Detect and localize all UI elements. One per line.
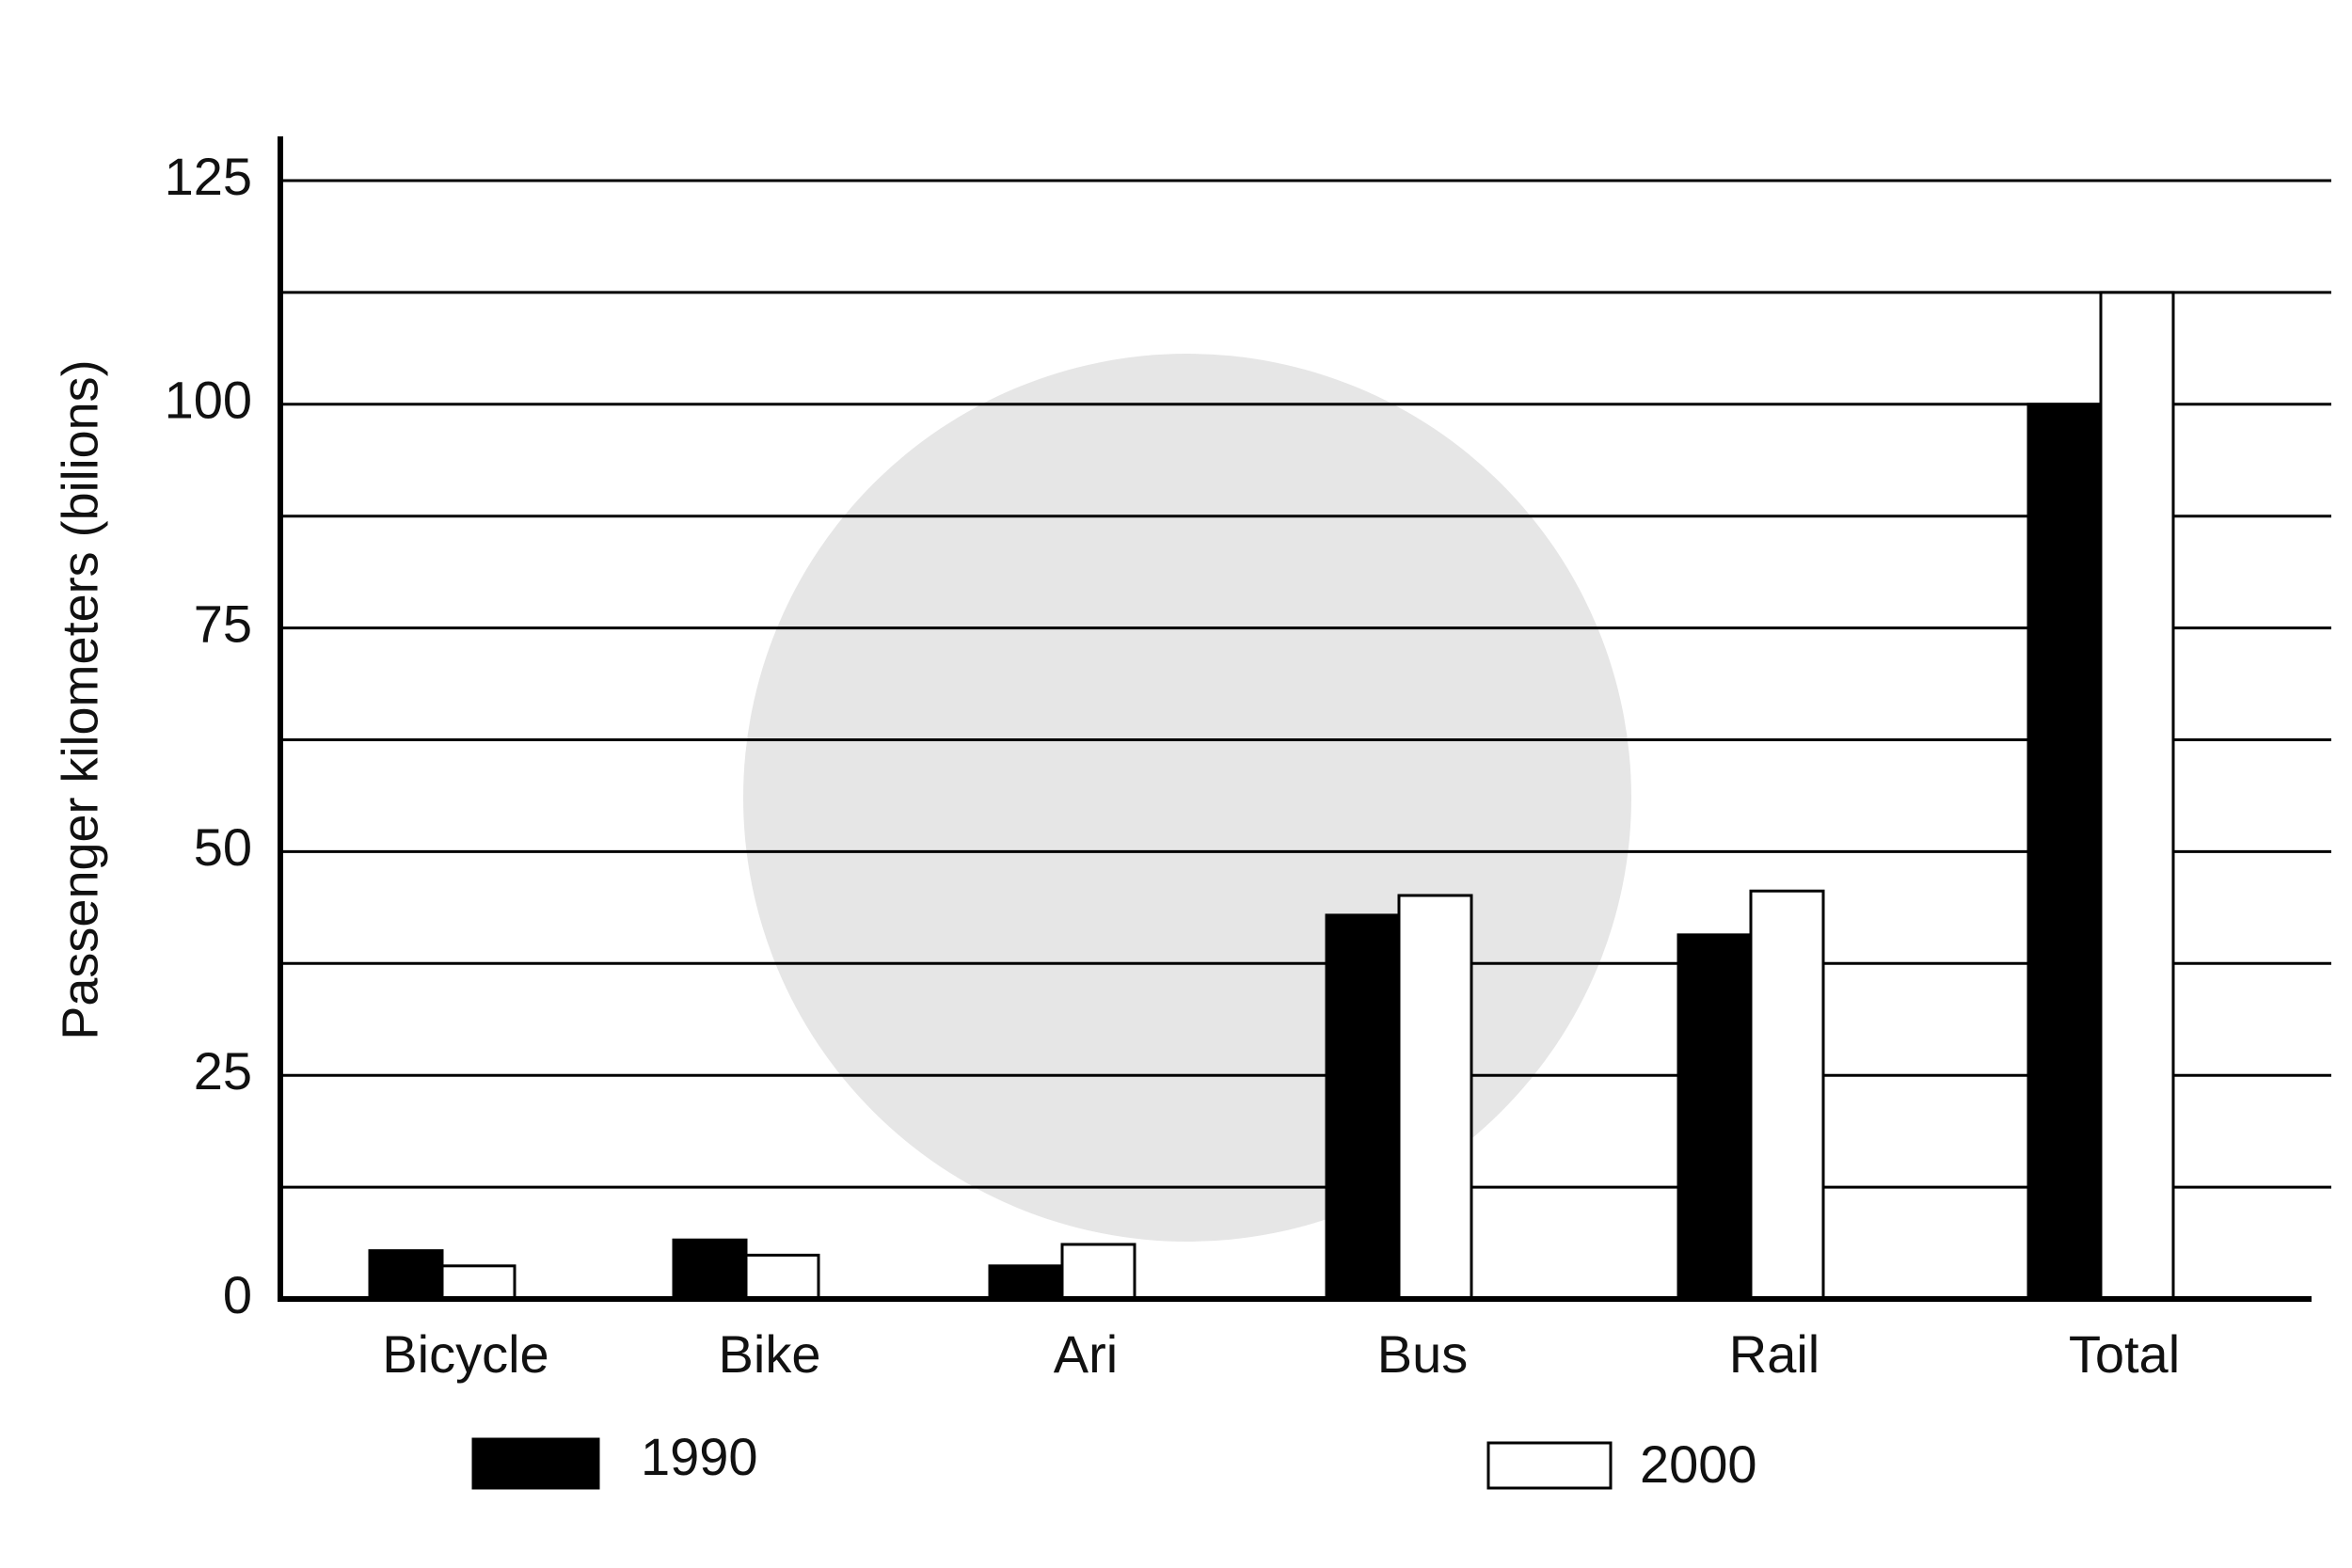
bar [744,1253,820,1301]
legend-swatch [1486,1441,1613,1490]
y-tick-label: 0 [223,1265,252,1324]
x-tick-label: Bicycle [382,1324,548,1384]
y-tick-label: 125 [165,147,252,206]
y-tick-label: 100 [165,371,252,430]
x-tick-label: Bus [1377,1324,1469,1384]
x-tick-label: Ari [1054,1324,1118,1384]
y-tick-label: 75 [194,594,252,653]
x-tick-label: Rail [1729,1324,1820,1384]
bar [1325,913,1401,1301]
bar [988,1264,1064,1301]
x-tick-label: Total [2069,1324,2180,1384]
x-tick-label: Bike [719,1324,821,1384]
bar [1397,894,1473,1301]
legend-label: 1990 [641,1427,758,1486]
legend-swatch [471,1437,600,1490]
bar [1677,933,1753,1301]
bar [1749,889,1825,1301]
bar [1060,1243,1136,1301]
legend-label: 2000 [1640,1434,1757,1494]
bar [440,1264,516,1301]
bar [368,1249,444,1301]
y-axis-title: Passenger kilometers (bilions) [52,359,108,1039]
y-tick-label: 25 [194,1041,252,1101]
bar [2099,291,2175,1301]
bar [672,1238,748,1301]
bar [2026,403,2103,1301]
watermark [743,354,1631,1242]
y-tick-label: 50 [194,817,252,877]
